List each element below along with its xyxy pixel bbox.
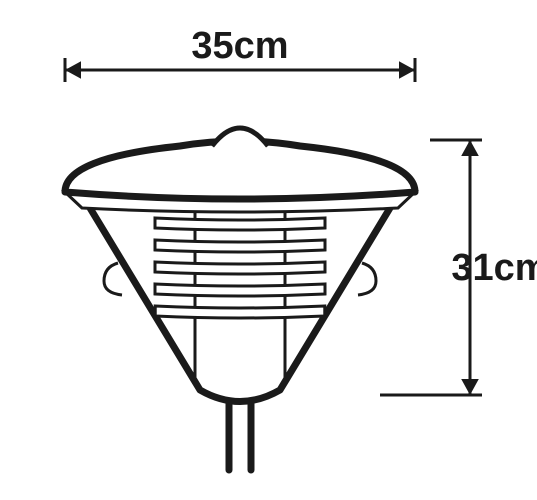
lamp-tab-left — [104, 263, 122, 295]
lamp-dimension-diagram: 35cm 31cm — [0, 0, 537, 500]
lamp-tab-right — [358, 263, 376, 295]
dim-height-label: 31cm — [451, 247, 537, 289]
dim-width-arrow-left — [65, 61, 81, 79]
lamp-fin — [155, 218, 325, 230]
dim-width-label: 35cm — [191, 25, 288, 67]
dim-height-arrow-bottom — [461, 379, 479, 395]
lamp-fin — [155, 306, 325, 318]
lamp-dome — [212, 128, 268, 146]
lamp-drawing — [65, 128, 415, 470]
lamp-fin — [155, 240, 325, 252]
lamp-cone — [90, 208, 390, 402]
lamp-stem — [229, 395, 251, 470]
dim-width-arrow-right — [399, 61, 415, 79]
lamp-fin — [155, 284, 325, 296]
dim-height-arrow-top — [461, 140, 479, 156]
lamp-fin — [155, 262, 325, 274]
lamp-cap — [65, 141, 415, 199]
